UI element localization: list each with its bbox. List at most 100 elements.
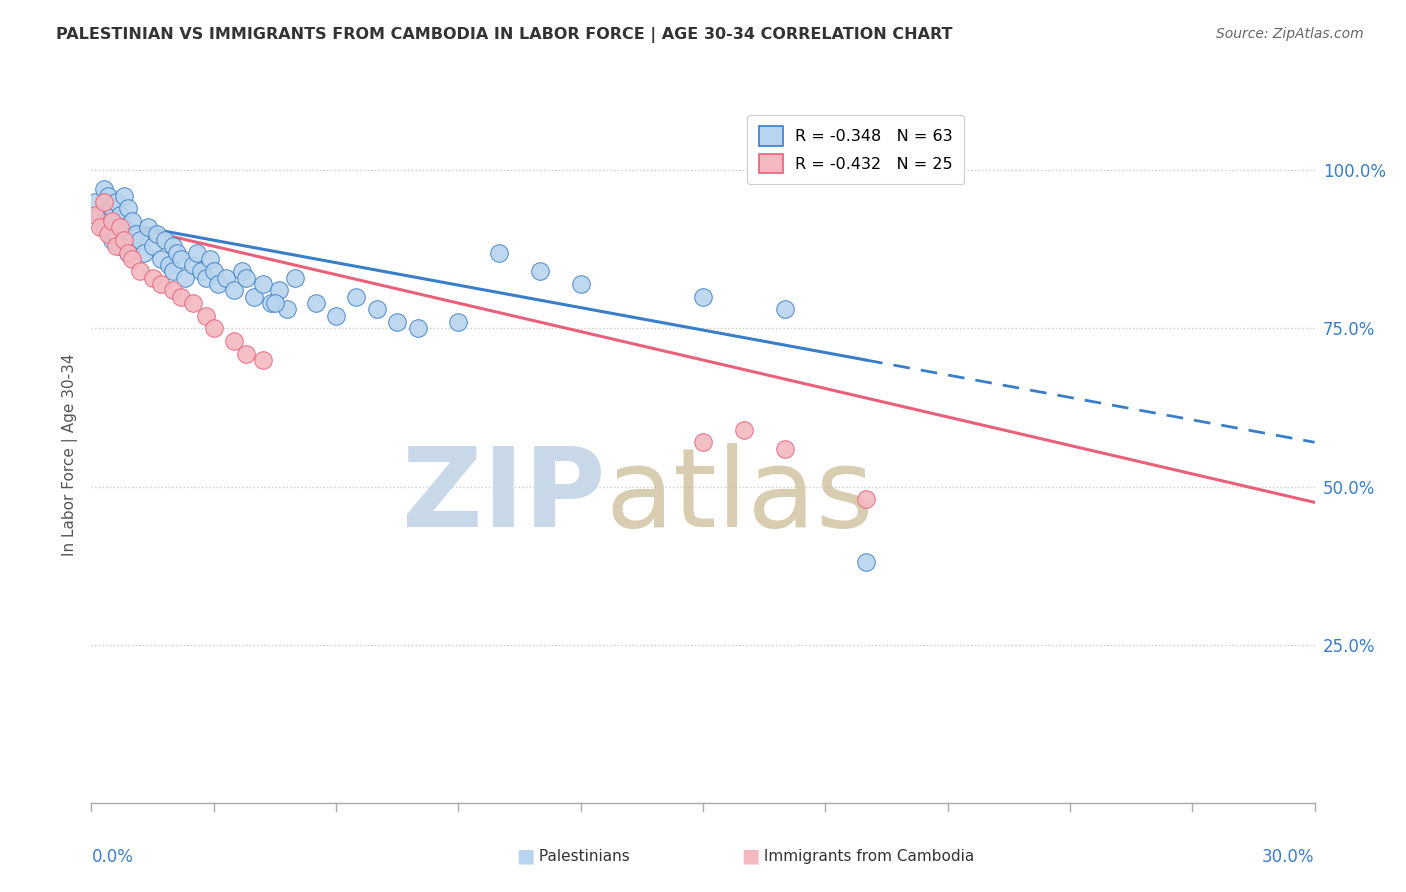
Point [104,194,127,209]
Text: ZIP: ZIP [402,443,605,550]
Point [121,252,143,266]
Point [134,245,156,260]
Point [162,284,184,298]
Point [366,302,388,317]
Point [93,220,115,235]
Point [104,239,127,253]
Legend: R = -0.348   N = 63, R = -0.432   N = 25: R = -0.348 N = 63, R = -0.432 N = 25 [748,115,965,185]
Point [157,258,180,272]
Point [149,277,172,292]
Point [264,296,287,310]
Point [215,270,238,285]
Point [108,220,131,235]
Text: Immigrants from Cambodia: Immigrants from Cambodia [759,849,974,863]
Point [138,220,160,235]
Point [112,220,135,235]
Text: atlas: atlas [605,443,873,550]
Point [529,264,551,278]
Point [117,245,139,260]
Point [190,264,212,278]
Point [121,239,143,253]
Point [117,201,139,215]
Point [84,194,107,209]
Point [186,245,208,260]
Point [101,233,124,247]
Point [346,290,368,304]
Point [284,270,307,285]
Point [855,492,877,507]
Point [112,188,135,202]
Point [304,296,326,310]
Point [84,208,107,222]
Text: ■: ■ [516,847,534,866]
Point [202,321,225,335]
Point [104,227,127,241]
Point [129,233,152,247]
Point [194,270,217,285]
Point [117,245,139,260]
Point [141,239,163,253]
Point [141,270,163,285]
Point [194,309,217,323]
Text: Palestinians: Palestinians [534,849,630,863]
Point [170,290,193,304]
Point [207,277,229,292]
Point [202,264,225,278]
Point [97,227,120,241]
Point [93,182,115,196]
Text: 30.0%: 30.0% [1263,848,1315,866]
Point [235,270,257,285]
Point [89,220,111,235]
Point [569,277,592,292]
Point [235,347,257,361]
Point [153,233,176,247]
Point [692,290,714,304]
Point [125,227,148,241]
Point [222,284,246,298]
Point [101,201,124,215]
Y-axis label: In Labor Force | Age 30-34: In Labor Force | Age 30-34 [62,353,77,557]
Point [166,245,188,260]
Point [97,188,120,202]
Point [773,302,796,317]
Point [183,258,205,272]
Point [325,309,347,323]
Point [145,227,167,241]
Point [121,214,143,228]
Text: PALESTINIAN VS IMMIGRANTS FROM CAMBODIA IN LABOR FORCE | AGE 30-34 CORRELATION C: PALESTINIAN VS IMMIGRANTS FROM CAMBODIA … [56,27,953,43]
Point [267,284,290,298]
Point [231,264,253,278]
Point [773,442,796,456]
Point [488,245,510,260]
Point [174,270,197,285]
Point [222,334,246,348]
Point [162,239,184,253]
Point [93,194,115,209]
Point [170,252,193,266]
Point [276,302,298,317]
Point [252,277,274,292]
Point [198,252,221,266]
Point [243,290,266,304]
Point [733,423,755,437]
Point [89,208,111,222]
Point [112,233,135,247]
Point [97,214,120,228]
Point [692,435,714,450]
Point [162,264,184,278]
Point [183,296,205,310]
Text: ■: ■ [741,847,759,866]
Point [385,315,409,329]
Point [406,321,429,335]
Point [260,296,283,310]
Point [108,239,131,253]
Text: Source: ZipAtlas.com: Source: ZipAtlas.com [1216,27,1364,41]
Point [108,208,131,222]
Point [101,214,124,228]
Point [855,556,877,570]
Text: 0.0%: 0.0% [91,848,134,866]
Point [129,264,152,278]
Point [252,353,274,368]
Point [149,252,172,266]
Point [447,315,470,329]
